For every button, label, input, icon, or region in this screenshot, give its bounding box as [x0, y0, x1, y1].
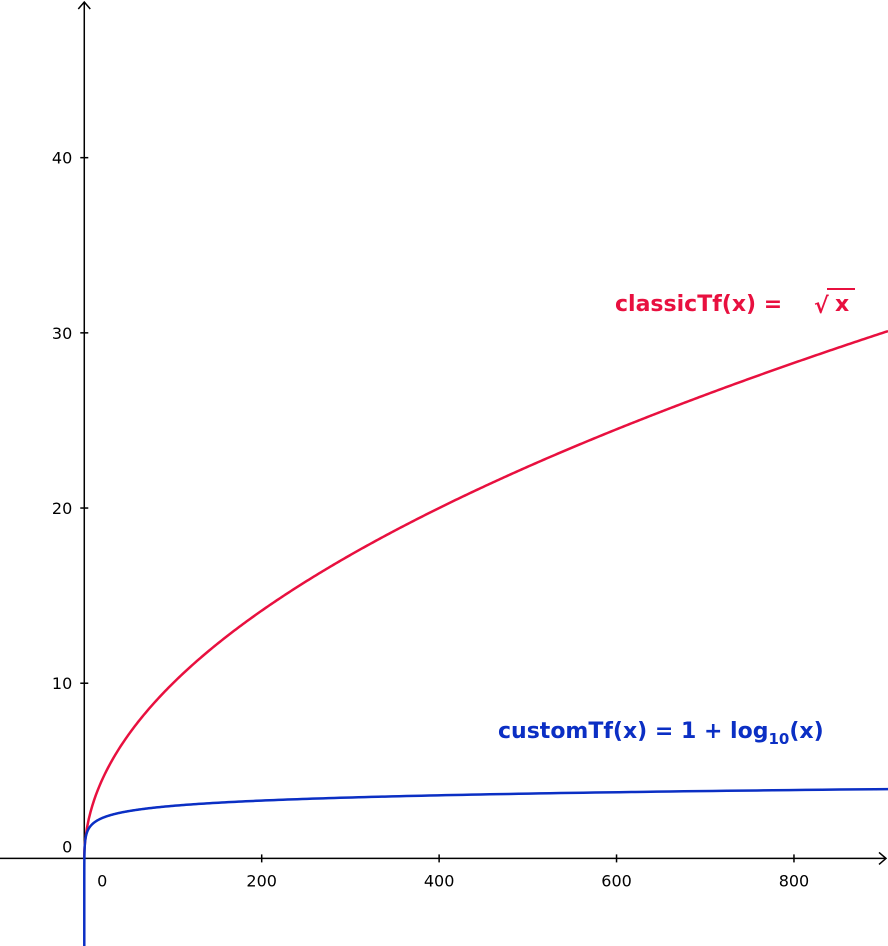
- y-tick-label: 30: [52, 324, 72, 343]
- y-axis-arrow: [77, 0, 91, 10]
- label-classicTf-radical: √: [814, 294, 829, 319]
- label-classicTf: classicTf(x) = √ x: [615, 288, 855, 319]
- x-tick-label: 800: [779, 871, 810, 890]
- y-tick-label: 20: [52, 499, 72, 518]
- y-tick-label: 40: [52, 149, 72, 168]
- x-tick-label: 600: [601, 871, 632, 890]
- label-classicTf-radicand: x: [835, 292, 849, 317]
- series-line-classicTf: [83, 329, 888, 859]
- label-customTf: customTf(x) = 1 + log10(x): [498, 719, 824, 748]
- axis-ticks: 0 200 400 600 800 0 10 20 30 40: [52, 149, 809, 891]
- series-line-customTf: [83, 787, 888, 946]
- x-axis-arrow: [878, 851, 888, 865]
- x-tick-label: 400: [424, 871, 455, 890]
- x-tick-label: 200: [246, 871, 277, 890]
- x-tick-label: 0: [97, 871, 107, 890]
- label-classicTf-prefix: classicTf(x) =: [615, 292, 790, 317]
- y-tick-label: 0: [62, 837, 72, 856]
- label-customTf-suffix: (x): [789, 719, 823, 744]
- label-customTf-prefix: customTf(x) = 1 + log: [498, 719, 768, 744]
- label-customTf-subscript: 10: [768, 730, 789, 748]
- y-tick-label: 10: [52, 674, 72, 693]
